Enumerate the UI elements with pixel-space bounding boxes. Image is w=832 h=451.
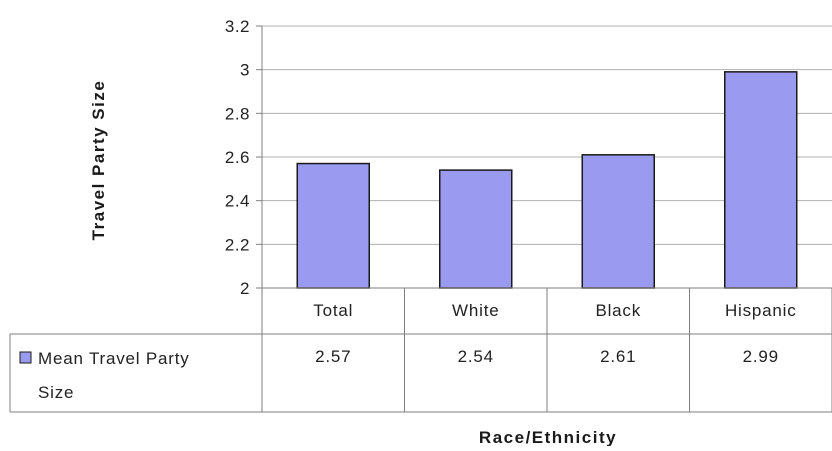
data-table-value: 2.99 [743, 347, 779, 366]
category-label: Black [595, 301, 641, 320]
bars [296, 71, 798, 289]
y-tick-label: 2.2 [225, 235, 250, 254]
legend-label: Mean Travel Party [38, 349, 190, 368]
category-label: White [452, 301, 499, 320]
bar-total [296, 162, 370, 289]
data-table-value: 2.61 [600, 347, 636, 366]
y-axis-title: Travel Party Size [89, 80, 108, 241]
data-table: Total 2.57 White 2.54 Black 2.61 Hispanic 2.99 M… [9, 287, 832, 413]
y-tick-label: 3.2 [225, 17, 250, 36]
y-tick-label: 2.8 [225, 104, 250, 123]
y-tick-label: 2.4 [225, 192, 250, 211]
bar-hispanic [724, 71, 798, 289]
data-table-value: 2.57 [315, 347, 351, 366]
legend-key [19, 351, 32, 364]
y-tick-label: 3 [240, 61, 250, 80]
x-axis-title: Race/Ethnicity [479, 428, 617, 446]
legend-label-continued: Size [38, 383, 74, 402]
category-label: Hispanic [725, 301, 797, 320]
y-tick-label: 2 [240, 279, 250, 298]
category-label: Total [313, 301, 353, 320]
data-table-value: 2.54 [458, 347, 494, 366]
y-tick-label: 2.6 [225, 148, 250, 167]
axes: 2 2.2 2.4 2.6 2.8 3 3.2 [225, 17, 263, 298]
bar-black [581, 154, 655, 289]
bar-white [439, 169, 513, 289]
